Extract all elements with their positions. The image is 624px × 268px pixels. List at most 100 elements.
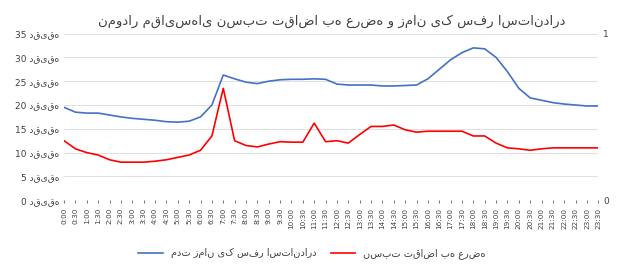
مدت زمان یک سفر استاندارد [424,77,432,80]
نسبت تقاضا به عرضه [368,125,375,128]
نسبت تقاضا به عرضه [412,131,420,134]
نسبت تقاضا به عرضه [106,158,114,161]
نسبت تقاضا به عرضه [333,139,341,142]
نسبت تقاضا به عرضه [504,146,511,150]
نسبت تقاضا به عرضه [231,139,238,142]
نسبت تقاضا به عرضه [242,144,250,147]
Line: مدت زمان یک سفر استاندارد: مدت زمان یک سفر استاندارد [64,48,598,122]
نسبت تقاضا به عرضه [151,159,158,163]
نسبت تقاضا به عرضه [492,142,500,145]
مدت زمان یک سفر استاندارد [527,96,534,99]
نسبت تقاضا به عرضه [436,130,443,133]
نسبت تقاضا به عرضه [515,147,522,150]
مدت زمان یک سفر استاندارد [470,46,477,50]
مدت زمان یک سفر استاندارد [117,115,125,118]
نسبت تقاضا به عرضه [208,134,216,137]
مدت زمان یک سفر استاندارد [458,51,466,54]
مدت زمان یک سفر استاندارد [390,84,397,88]
مدت زمان یک سفر استاندارد [333,83,341,86]
مدت زمان یک سفر استاندارد [368,83,375,87]
نسبت تقاضا به عرضه [538,147,545,150]
مدت زمان یک سفر استاندارد [163,120,170,123]
مدت زمان یک سفر استاندارد [344,83,352,87]
نسبت تقاضا به عرضه [583,146,591,150]
نسبت تقاضا به عرضه [401,128,409,131]
نسبت تقاضا به عرضه [117,161,125,164]
مدت زمان یک سفر استاندارد [83,111,90,115]
مدت زمان یک سفر استاندارد [322,78,329,81]
مدت زمان یک سفر استاندارد [356,83,363,87]
نسبت تقاضا به عرضه [322,140,329,143]
مدت زمان یک سفر استاندارد [242,81,250,84]
نسبت تقاضا به عرضه [163,158,170,161]
نسبت تقاضا به عرضه [299,140,306,144]
مدت زمان یک سفر استاندارد [412,83,420,87]
نسبت تقاضا به عرضه [220,87,227,90]
مدت زمان یک سفر استاندارد [72,111,79,114]
نسبت تقاضا به عرضه [379,125,386,128]
مدت زمان یک سفر استاندارد [595,104,602,107]
مدت زمان یک سفر استاندارد [106,113,114,117]
نسبت تقاضا به عرضه [356,133,363,136]
مدت زمان یک سفر استاندارد [436,68,443,71]
Legend: مدت زمان یک سفر استاندارد, نسبت تقاضا به عرضه: مدت زمان یک سفر استاندارد, نسبت تقاضا به… [135,244,489,263]
نسبت تقاضا به عرضه [197,149,204,152]
مدت زمان یک سفر استاندارد [265,80,273,83]
مدت زمان یک سفر استاندارد [311,77,318,80]
نسبت تقاضا به عرضه [140,161,147,164]
نسبت تقاضا به عرضه [560,146,568,150]
مدت زمان یک سفر استاندارد [253,82,261,85]
مدت زمان یک سفر استاندارد [61,106,68,109]
نسبت تقاضا به عرضه [458,130,466,133]
نسبت تقاضا به عرضه [129,161,136,164]
مدت زمان یک سفر استاندارد [151,119,158,122]
مدت زمان یک سفر استاندارد [560,102,568,106]
مدت زمان یک سفر استاندارد [174,121,182,124]
نسبت تقاضا به عرضه [61,139,68,142]
مدت زمان یک سفر استاندارد [538,99,545,102]
نسبت تقاضا به عرضه [72,147,79,150]
نسبت تقاضا به عرضه [549,146,557,150]
مدت زمان یک سفر استاندارد [401,84,409,87]
نسبت تقاضا به عرضه [595,146,602,150]
مدت زمان یک سفر استاندارد [492,56,500,59]
Line: نسبت تقاضا به عرضه: نسبت تقاضا به عرضه [64,88,598,162]
مدت زمان یک سفر استاندارد [94,111,102,115]
نسبت تقاضا به عرضه [390,123,397,126]
نسبت تقاضا به عرضه [311,121,318,125]
نسبت تقاضا به عرضه [470,134,477,137]
نسبت تقاضا به عرضه [185,153,193,157]
مدت زمان یک سفر استاندارد [572,103,580,107]
مدت زمان یک سفر استاندارد [504,70,511,73]
مدت زمان یک سفر استاندارد [379,84,386,88]
مدت زمان یک سفر استاندارد [185,120,193,123]
مدت زمان یک سفر استاندارد [140,118,147,121]
مدت زمان یک سفر استاندارد [276,78,284,81]
نسبت تقاضا به عرضه [94,153,102,157]
نسبت تقاضا به عرضه [344,142,352,145]
مدت زمان یک سفر استاندارد [231,77,238,80]
مدت زمان یک سفر استاندارد [197,115,204,118]
مدت زمان یک سفر استاندارد [208,103,216,107]
نسبت تقاضا به عرضه [288,140,295,144]
نسبت تقاضا به عرضه [424,130,432,133]
نسبت تقاضا به عرضه [265,143,273,146]
مدت زمان یک سفر استاندارد [549,101,557,104]
نسبت تقاضا به عرضه [276,140,284,143]
مدت زمان یک سفر استاندارد [481,47,489,50]
مدت زمان یک سفر استاندارد [447,58,454,61]
مدت زمان یک سفر استاندارد [220,73,227,77]
مدت زمان یک سفر استاندارد [583,104,591,107]
نسبت تقاضا به عرضه [572,146,580,150]
مدت زمان یک سفر استاندارد [288,78,295,81]
مدت زمان یک سفر استاندارد [129,117,136,120]
نسبت تقاضا به عرضه [527,149,534,152]
Title: نمودار مقایسه‌ای نسبت تقاضا به عرضه و زمان یک سفر استاندارد: نمودار مقایسه‌ای نسبت تقاضا به عرضه و زم… [97,15,565,28]
مدت زمان یک سفر استاندارد [299,78,306,81]
مدت زمان یک سفر استاندارد [515,87,522,90]
نسبت تقاضا به عرضه [174,156,182,159]
نسبت تقاضا به عرضه [253,145,261,148]
نسبت تقاضا به عرضه [481,134,489,137]
نسبت تقاضا به عرضه [447,130,454,133]
نسبت تقاضا به عرضه [83,151,90,154]
